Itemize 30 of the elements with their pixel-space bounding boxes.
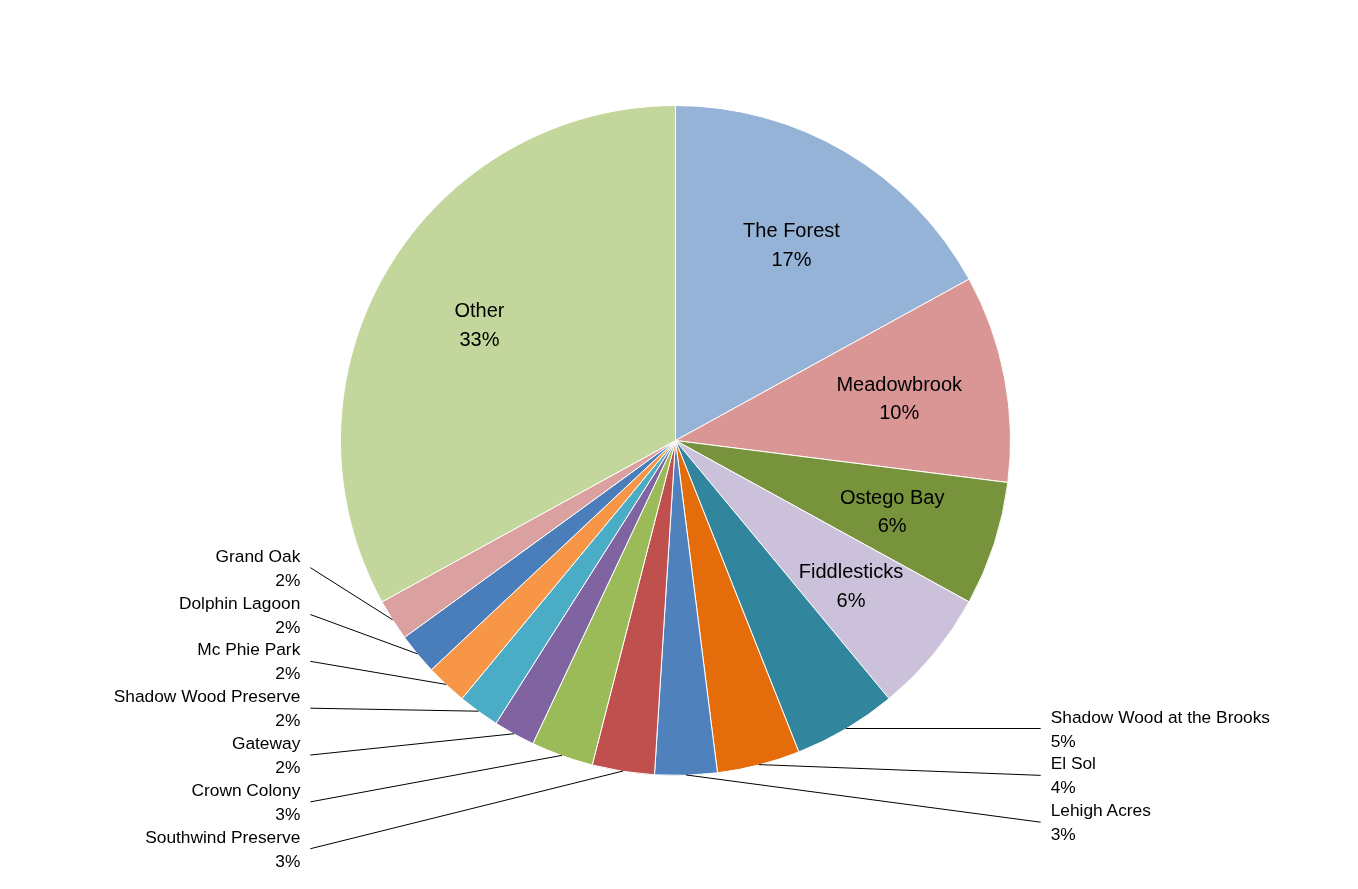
slice-label: Shadow Wood Preserve	[113, 686, 301, 707]
slice-label: Dolphin Lagoon	[178, 592, 301, 613]
data-label: 5%	[1050, 730, 1076, 751]
slice-label: Meadowbrook	[836, 372, 964, 395]
data-label: 10%	[879, 401, 920, 424]
data-label: 17%	[771, 247, 812, 270]
slice-label: Gateway	[231, 733, 301, 754]
slice-label: Lehigh Acres	[1050, 800, 1152, 821]
data-label: 3%	[275, 803, 301, 824]
data-label: 2%	[275, 757, 301, 778]
data-label: 2%	[275, 663, 301, 684]
data-label: 2%	[275, 616, 301, 637]
slice-label: Other	[454, 299, 505, 322]
slice-label: Crown Colony	[191, 779, 301, 800]
slice-label: Shadow Wood at the Brooks	[1050, 706, 1271, 727]
data-label: 3%	[275, 850, 301, 871]
slice-label: Fiddlesticks	[798, 560, 904, 583]
slice-label: Mc Phie Park	[197, 639, 301, 660]
data-label: 3%	[1050, 824, 1076, 845]
slice-label: Ostego Bay	[839, 485, 945, 508]
data-label: 2%	[275, 569, 301, 590]
slice-label: The Forest	[743, 219, 841, 242]
data-label: 6%	[836, 588, 866, 611]
data-label: 4%	[1050, 777, 1076, 798]
data-label: 33%	[459, 327, 500, 350]
slice-label: Southwind Preserve	[145, 826, 301, 847]
data-label: 6%	[877, 514, 907, 537]
data-label: 2%	[275, 710, 301, 731]
slice-label: El Sol	[1050, 753, 1096, 774]
slice-label: Grand Oak	[215, 545, 301, 566]
